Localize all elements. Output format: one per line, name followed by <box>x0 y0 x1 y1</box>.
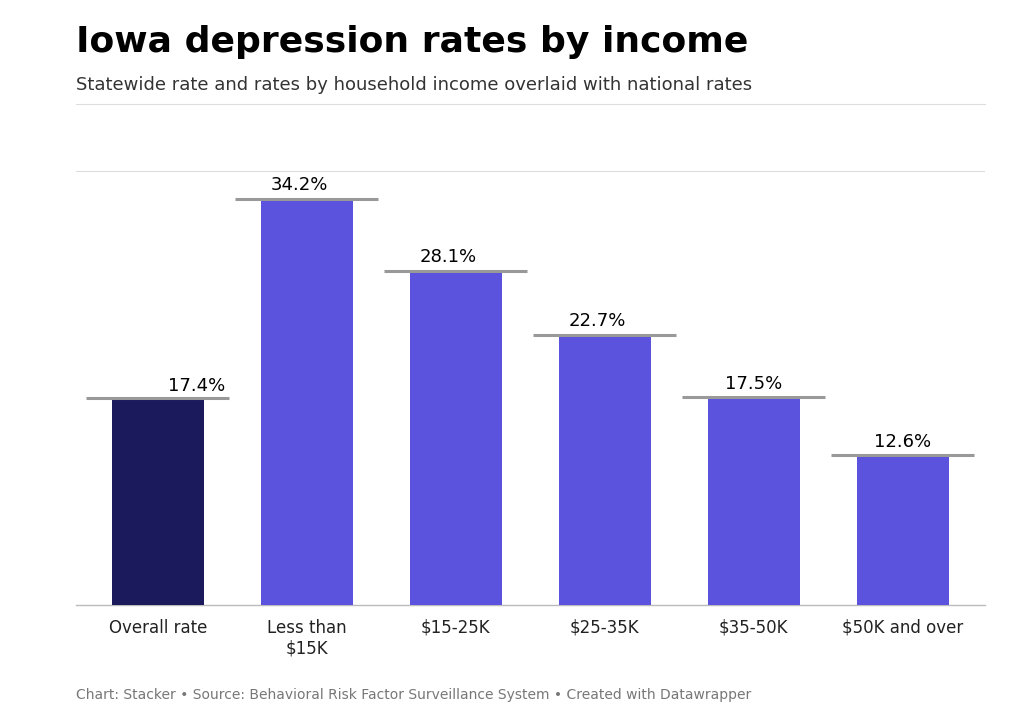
Text: Chart: Stacker • Source: Behavioral Risk Factor Surveillance System • Created wi: Chart: Stacker • Source: Behavioral Risk… <box>76 688 751 702</box>
Text: 17.4%: 17.4% <box>169 377 225 395</box>
Bar <box>261 199 352 605</box>
Text: 12.6%: 12.6% <box>875 433 931 451</box>
Bar <box>559 335 651 605</box>
Text: Iowa depression rates by income: Iowa depression rates by income <box>76 25 748 59</box>
Bar <box>708 397 800 605</box>
Text: Statewide rate and rates by household income overlaid with national rates: Statewide rate and rates by household in… <box>76 76 751 94</box>
Bar <box>111 398 204 605</box>
Text: 34.2%: 34.2% <box>271 176 328 194</box>
Text: 28.1%: 28.1% <box>420 248 477 266</box>
Bar <box>409 271 502 605</box>
Text: 17.5%: 17.5% <box>725 374 783 392</box>
Text: 22.7%: 22.7% <box>569 312 626 330</box>
Bar <box>856 455 949 605</box>
